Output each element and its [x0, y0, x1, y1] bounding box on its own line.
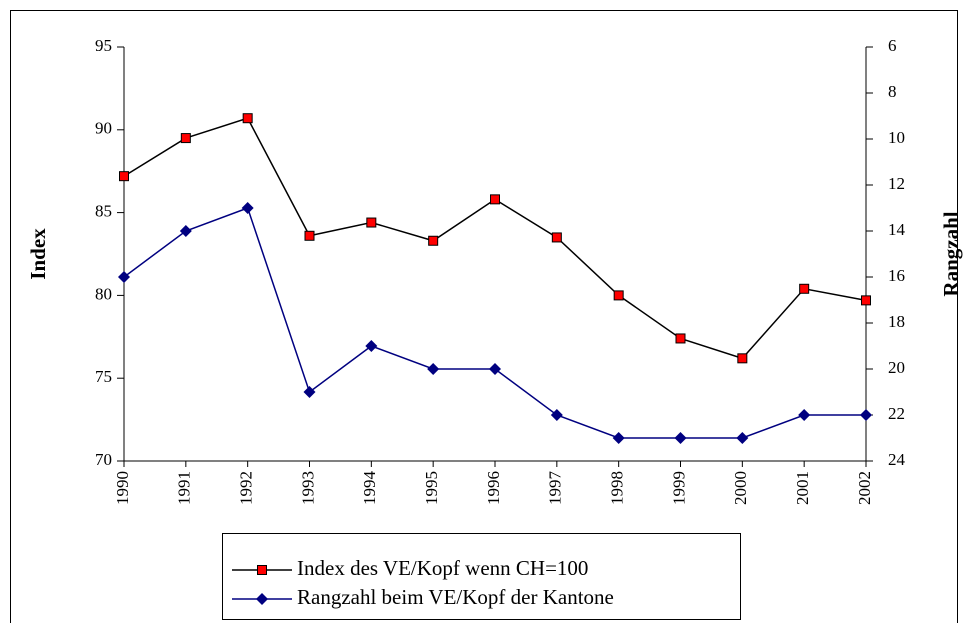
data-point	[365, 340, 378, 352]
y-axis-label: Index	[26, 228, 50, 280]
x-tick-label: 1995	[422, 471, 441, 505]
data-point	[242, 113, 253, 124]
data-point	[427, 363, 440, 375]
y2-tick-label: 18	[888, 312, 905, 331]
legend-marker	[257, 565, 267, 575]
y-tick-label: 75	[95, 367, 112, 386]
x-tick-label: 1992	[237, 471, 256, 505]
legend-marker	[256, 593, 268, 605]
y-tick-label: 85	[95, 202, 112, 221]
x-tick-label: 2000	[731, 471, 750, 505]
data-point	[551, 232, 562, 243]
data-point	[612, 432, 625, 444]
series-line	[123, 117, 867, 360]
legend-label: Index des VE/Kopf wenn CH=100	[297, 556, 588, 580]
data-point	[674, 432, 687, 444]
data-point	[241, 202, 254, 214]
series-line	[123, 207, 866, 439]
legend-label: Rangzahl beim VE/Kopf der Kantone	[297, 585, 614, 609]
y2-tick-label: 6	[888, 36, 897, 55]
data-point	[550, 409, 563, 421]
y2-tick-label: 20	[888, 358, 905, 377]
data-point	[613, 290, 624, 301]
y2-axis-label: Rangzahl	[939, 211, 963, 296]
x-tick-label: 1996	[484, 471, 503, 505]
y2-tick-label: 22	[888, 404, 905, 423]
data-point	[180, 133, 191, 144]
data-point	[118, 271, 130, 283]
y2-tick-label: 16	[888, 266, 905, 285]
chart-border	[10, 10, 958, 623]
y2-tick-label: 12	[888, 174, 905, 193]
x-tick-label: 1994	[360, 471, 379, 506]
data-point	[737, 353, 748, 364]
y2-tick-label: 10	[888, 128, 905, 147]
x-tick-label: 2002	[855, 471, 874, 505]
y-tick-label: 90	[95, 119, 112, 138]
data-point	[799, 283, 810, 294]
data-point	[428, 235, 439, 246]
data-point	[861, 295, 871, 306]
data-point	[675, 333, 686, 344]
y2-tick-label: 8	[888, 82, 897, 101]
data-point	[304, 230, 315, 241]
data-point	[860, 409, 872, 421]
data-point	[798, 409, 811, 421]
y-tick-label: 70	[95, 450, 112, 469]
x-tick-label: 1993	[298, 471, 317, 505]
y-tick-label: 95	[95, 36, 112, 55]
x-tick-label: 1990	[113, 471, 132, 505]
x-tick-label: 1999	[669, 471, 688, 505]
x-tick-label: 1997	[546, 471, 565, 506]
y-tick-label: 80	[95, 284, 112, 303]
data-point	[736, 432, 749, 444]
legend	[222, 533, 741, 620]
x-tick-label: 1998	[608, 471, 627, 505]
y2-tick-label: 14	[888, 220, 906, 239]
x-tick-label: 1991	[175, 471, 194, 505]
x-tick-label: 2001	[793, 471, 812, 505]
data-point	[119, 171, 129, 182]
data-point	[489, 363, 501, 375]
data-point	[303, 386, 316, 398]
y2-tick-label: 24	[888, 450, 906, 469]
data-point	[490, 194, 500, 205]
data-point	[179, 225, 192, 237]
data-point	[366, 217, 377, 228]
